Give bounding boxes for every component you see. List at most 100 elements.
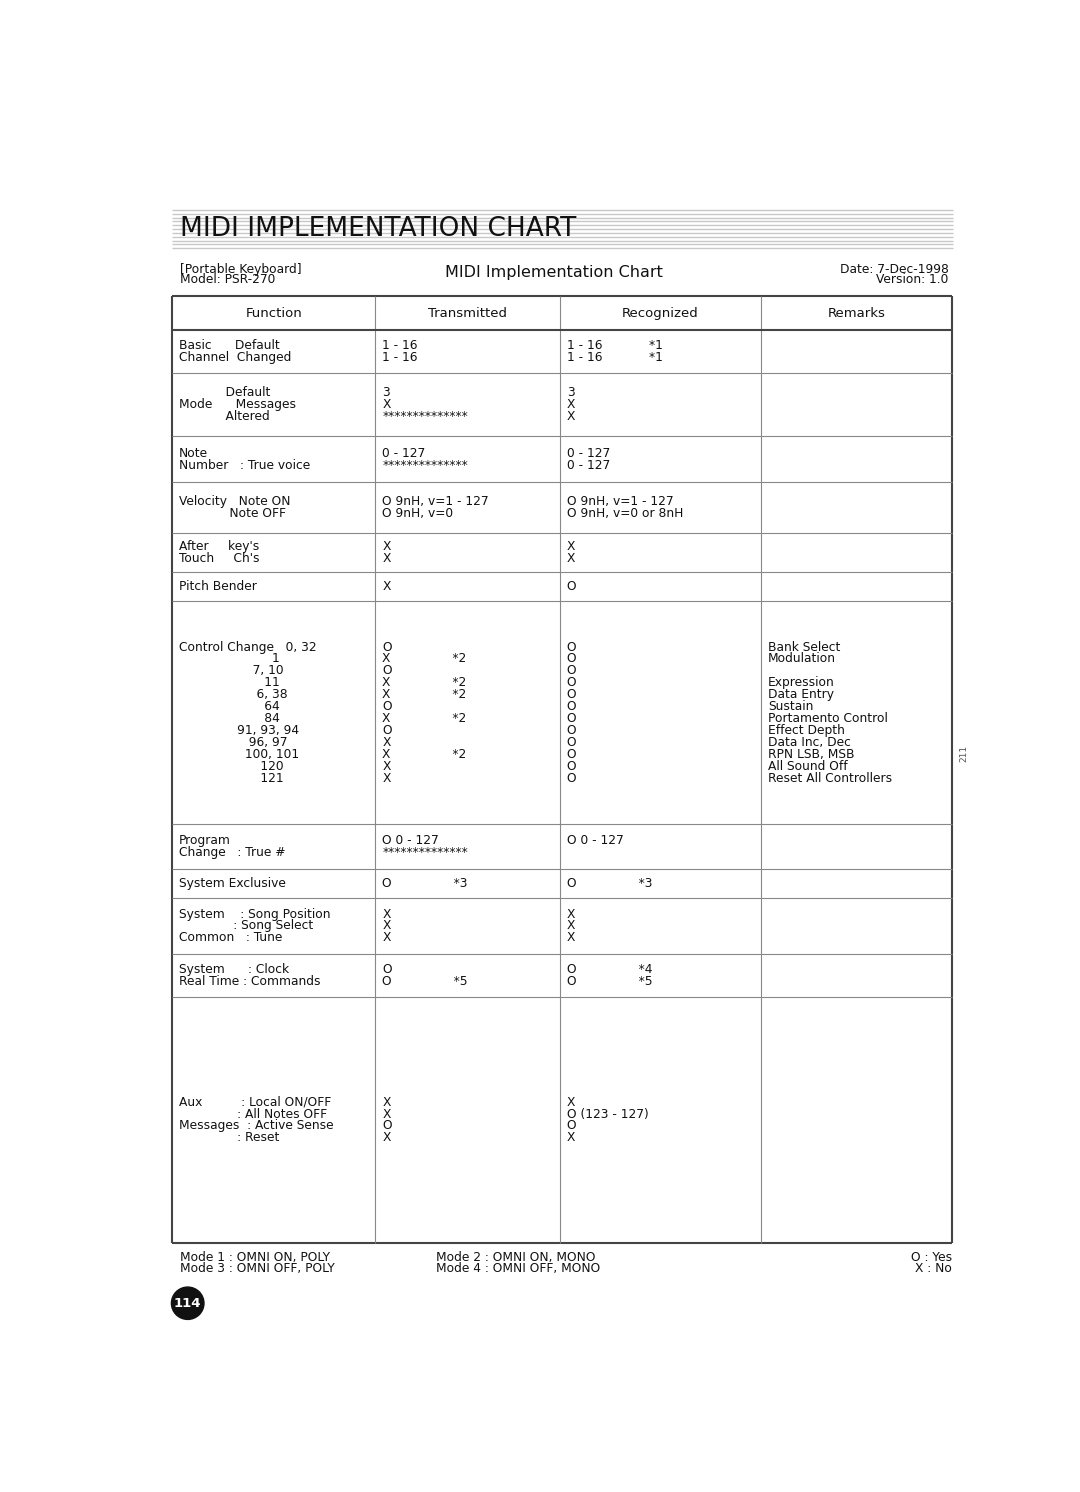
Text: O: O bbox=[382, 664, 392, 677]
Text: 114: 114 bbox=[174, 1297, 202, 1310]
Text: 64: 64 bbox=[179, 700, 280, 713]
Text: Reset All Controllers: Reset All Controllers bbox=[768, 771, 892, 785]
Text: 1 - 16: 1 - 16 bbox=[382, 339, 418, 352]
Text: X: X bbox=[382, 552, 391, 565]
Text: Messages  : Active Sense: Messages : Active Sense bbox=[179, 1119, 334, 1132]
Text: 84: 84 bbox=[179, 712, 280, 725]
Text: Bank Select: Bank Select bbox=[768, 640, 840, 653]
Text: O 9nH, v=1 - 127: O 9nH, v=1 - 127 bbox=[382, 495, 489, 509]
Text: Mode      Messages: Mode Messages bbox=[179, 398, 296, 412]
Text: 0 - 127: 0 - 127 bbox=[567, 446, 610, 460]
Text: Expression: Expression bbox=[768, 676, 835, 689]
Text: MIDI IMPLEMENTATION CHART: MIDI IMPLEMENTATION CHART bbox=[180, 216, 577, 242]
Text: Note: Note bbox=[179, 446, 208, 460]
Text: : All Notes OFF: : All Notes OFF bbox=[179, 1107, 327, 1120]
Text: 3: 3 bbox=[382, 386, 390, 400]
Text: Velocity   Note ON: Velocity Note ON bbox=[179, 495, 291, 509]
Text: O: O bbox=[567, 688, 577, 701]
Text: O: O bbox=[382, 724, 392, 737]
Text: **************: ************** bbox=[382, 458, 468, 471]
Text: Data Entry: Data Entry bbox=[768, 688, 834, 701]
Text: Function: Function bbox=[245, 306, 302, 319]
Text: Program: Program bbox=[179, 834, 231, 847]
Text: MIDI Implementation Chart: MIDI Implementation Chart bbox=[445, 266, 662, 280]
Text: X: X bbox=[382, 759, 391, 773]
Text: Mode 4 : OMNI OFF, MONO: Mode 4 : OMNI OFF, MONO bbox=[435, 1262, 600, 1276]
Text: Pitch Bender: Pitch Bender bbox=[179, 580, 257, 592]
Text: Default: Default bbox=[179, 386, 271, 400]
Text: O: O bbox=[567, 664, 577, 677]
Text: O: O bbox=[567, 700, 577, 713]
Text: Touch     Ch's: Touch Ch's bbox=[179, 552, 259, 565]
Text: 96, 97: 96, 97 bbox=[179, 736, 287, 749]
Text: O 9nH, v=0: O 9nH, v=0 bbox=[382, 507, 454, 521]
Text: Portamento Control: Portamento Control bbox=[768, 712, 888, 725]
Text: Recognized: Recognized bbox=[622, 306, 699, 319]
Text: [Portable Keyboard]: [Portable Keyboard] bbox=[180, 263, 301, 276]
Text: X: X bbox=[567, 540, 575, 554]
Text: Basic      Default: Basic Default bbox=[179, 339, 280, 352]
Text: Sustain: Sustain bbox=[768, 700, 813, 713]
Text: System      : Clock: System : Clock bbox=[179, 962, 289, 976]
Text: : Song Select: : Song Select bbox=[179, 919, 313, 932]
Text: X: X bbox=[382, 1131, 391, 1144]
Text: O: O bbox=[567, 712, 577, 725]
Text: X: X bbox=[567, 919, 575, 932]
Circle shape bbox=[172, 1288, 204, 1319]
Text: O: O bbox=[382, 962, 392, 976]
Text: O: O bbox=[567, 580, 577, 592]
Text: X: X bbox=[567, 1095, 575, 1109]
Text: O 0 - 127: O 0 - 127 bbox=[567, 834, 623, 847]
Text: X                *2: X *2 bbox=[382, 652, 467, 665]
Text: X : No: X : No bbox=[915, 1262, 951, 1276]
Text: Aux          : Local ON/OFF: Aux : Local ON/OFF bbox=[179, 1095, 332, 1109]
Text: O: O bbox=[567, 771, 577, 785]
Text: Date: 7-Dec-1998: Date: 7-Dec-1998 bbox=[840, 263, 948, 276]
Text: 100, 101: 100, 101 bbox=[179, 747, 299, 761]
Text: All Sound Off: All Sound Off bbox=[768, 759, 848, 773]
Text: X                *2: X *2 bbox=[382, 747, 467, 761]
Text: O: O bbox=[382, 1119, 392, 1132]
Text: 1 - 16: 1 - 16 bbox=[382, 351, 418, 364]
Text: O 9nH, v=1 - 127: O 9nH, v=1 - 127 bbox=[567, 495, 673, 509]
Text: O: O bbox=[567, 652, 577, 665]
Text: Mode 3 : OMNI OFF, POLY: Mode 3 : OMNI OFF, POLY bbox=[180, 1262, 335, 1276]
Text: 120: 120 bbox=[179, 759, 284, 773]
Text: O 0 - 127: O 0 - 127 bbox=[382, 834, 438, 847]
Text: O: O bbox=[567, 676, 577, 689]
Text: O                *5: O *5 bbox=[382, 974, 468, 988]
Text: X: X bbox=[567, 398, 575, 412]
Text: System    : Song Position: System : Song Position bbox=[179, 907, 330, 921]
Text: X: X bbox=[567, 1131, 575, 1144]
Text: O: O bbox=[382, 700, 392, 713]
Text: X: X bbox=[382, 907, 391, 921]
Text: X: X bbox=[382, 580, 391, 592]
Text: X: X bbox=[382, 931, 391, 944]
Text: O                *4: O *4 bbox=[567, 962, 652, 976]
Text: Effect Depth: Effect Depth bbox=[768, 724, 845, 737]
Text: **************: ************** bbox=[382, 410, 468, 424]
Text: : Reset: : Reset bbox=[179, 1131, 280, 1144]
Text: O: O bbox=[567, 640, 577, 653]
Text: 0 - 127: 0 - 127 bbox=[382, 446, 426, 460]
Text: O                *5: O *5 bbox=[567, 974, 652, 988]
Text: Control Change   0, 32: Control Change 0, 32 bbox=[179, 640, 316, 653]
Text: X: X bbox=[382, 736, 391, 749]
Text: Remarks: Remarks bbox=[827, 306, 886, 319]
Text: O: O bbox=[567, 1119, 577, 1132]
Text: 211: 211 bbox=[960, 745, 969, 762]
Text: RPN LSB, MSB: RPN LSB, MSB bbox=[768, 747, 854, 761]
Text: X: X bbox=[382, 919, 391, 932]
Text: X: X bbox=[382, 398, 391, 412]
Text: Common   : Tune: Common : Tune bbox=[179, 931, 283, 944]
Text: 6, 38: 6, 38 bbox=[179, 688, 287, 701]
Text: 7, 10: 7, 10 bbox=[179, 664, 284, 677]
Text: Altered: Altered bbox=[179, 410, 270, 424]
Text: Mode 2 : OMNI ON, MONO: Mode 2 : OMNI ON, MONO bbox=[435, 1250, 595, 1264]
Text: Version: 1.0: Version: 1.0 bbox=[876, 273, 948, 286]
Text: O (123 - 127): O (123 - 127) bbox=[567, 1107, 648, 1120]
Text: 3: 3 bbox=[567, 386, 575, 400]
Text: Data Inc, Dec: Data Inc, Dec bbox=[768, 736, 851, 749]
Text: O                *3: O *3 bbox=[567, 877, 652, 891]
Text: O: O bbox=[567, 747, 577, 761]
